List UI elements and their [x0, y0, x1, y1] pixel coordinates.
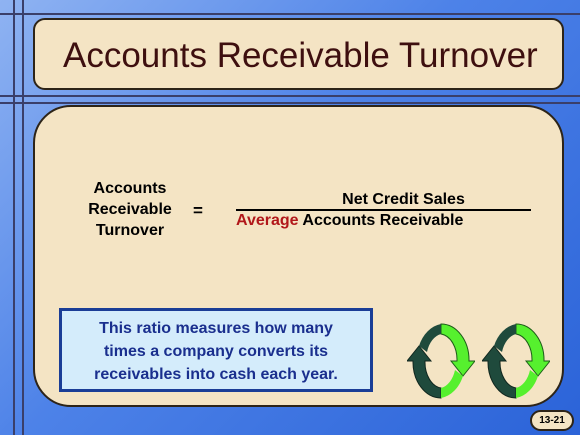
formula-left-side: Accounts Receivable Turnover	[70, 178, 190, 241]
lhs-line-3: Turnover	[95, 222, 165, 239]
denominator-accent: Average	[236, 212, 299, 229]
note-line-3: receivables into cash each year.	[94, 366, 338, 383]
recycle-arrows-icon	[405, 318, 477, 404]
decor-line-top-2	[0, 95, 580, 97]
formula-numerator: Net Credit Sales	[236, 190, 531, 211]
decor-line-top-3	[0, 102, 580, 104]
lhs-line-2: Receivable	[88, 201, 172, 218]
slide-title: Accounts Receivable Turnover	[63, 36, 538, 75]
note-line-2: times a company converts its	[103, 343, 329, 360]
note-box: This ratio measures how many times a com…	[59, 308, 373, 392]
decor-line-left-2	[22, 0, 24, 435]
decor-line-top-1	[0, 13, 580, 15]
title-panel: Accounts Receivable Turnover	[33, 18, 564, 90]
denominator-rest: Accounts Receivable	[298, 212, 464, 229]
recycle-arrows-icon	[480, 318, 552, 404]
note-line-1: This ratio measures how many	[99, 320, 333, 337]
formula-denominator: Average Accounts Receivable	[236, 212, 463, 230]
decor-line-left-1	[13, 0, 15, 435]
page-number: 13-21	[530, 410, 574, 431]
equals-sign: =	[193, 201, 203, 220]
lhs-line-1: Accounts	[93, 180, 167, 197]
